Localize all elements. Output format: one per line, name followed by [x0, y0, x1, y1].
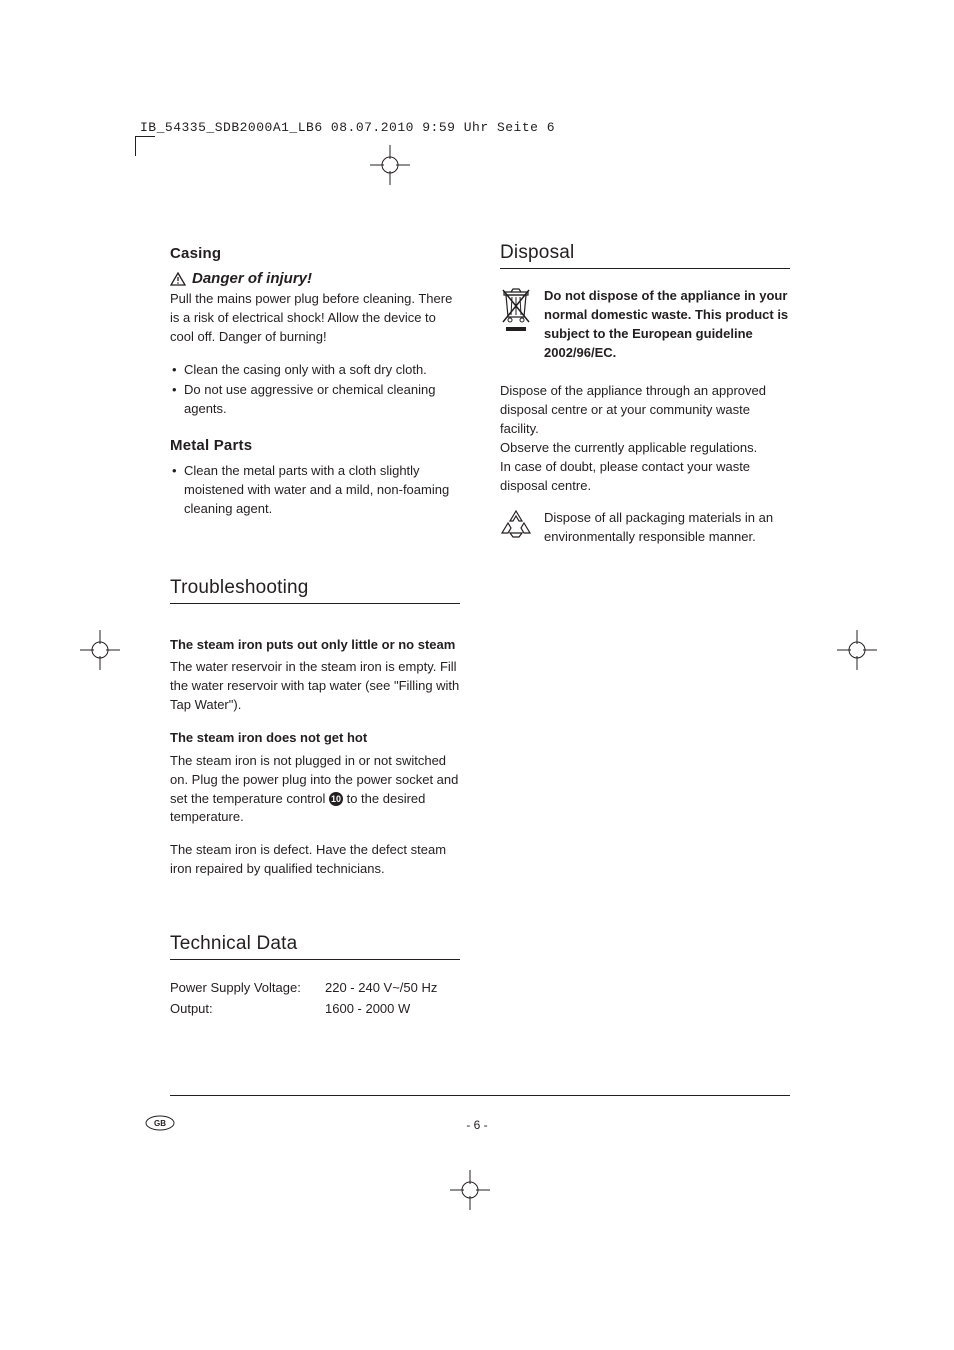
page-number: - 6 - — [0, 1118, 954, 1132]
registration-mark-icon — [837, 630, 877, 670]
weee-block: Do not dispose of the appliance in your … — [500, 287, 790, 366]
list-item: Do not use aggressive or chemical cleani… — [170, 381, 460, 419]
troubleshooting-heading: Troubleshooting — [170, 577, 460, 604]
trouble-item-heading: The steam iron does not get hot — [170, 729, 460, 748]
trouble-item-body: The water reservoir in the steam iron is… — [170, 658, 460, 715]
registration-mark-icon — [450, 1170, 490, 1210]
weee-bin-icon — [500, 287, 532, 335]
trouble-item-body: The steam iron is not plugged in or not … — [170, 752, 460, 827]
warning-triangle-icon — [170, 272, 186, 286]
weee-text: Do not dispose of the appliance in your … — [544, 287, 790, 362]
metal-heading: Metal Parts — [170, 437, 460, 454]
tech-row: Power Supply Voltage: 220 - 240 V~/50 Hz — [170, 978, 460, 999]
left-column: Casing Danger of injury! Pull the mains … — [170, 245, 460, 1019]
casing-bullets: Clean the casing only with a soft dry cl… — [170, 361, 460, 420]
warning-label: Danger of injury! — [192, 270, 312, 287]
disposal-heading: Disposal — [500, 242, 790, 269]
trouble-item-heading: The steam iron puts out only little or n… — [170, 636, 460, 655]
control-number-icon: 10 — [329, 792, 343, 806]
recycle-text: Dispose of all packaging materials in an… — [544, 509, 790, 547]
footer-rule — [170, 1095, 790, 1096]
tech-label: Power Supply Voltage: — [170, 978, 325, 999]
registration-mark-icon — [370, 145, 410, 185]
tech-label: Output: — [170, 999, 325, 1020]
tech-row: Output: 1600 - 2000 W — [170, 999, 460, 1020]
list-item: Clean the casing only with a soft dry cl… — [170, 361, 460, 380]
tech-value: 220 - 240 V~/50 Hz — [325, 978, 437, 999]
warning-line: Danger of injury! — [170, 270, 460, 287]
print-header: IB_54335_SDB2000A1_LB6 08.07.2010 9:59 U… — [140, 120, 820, 141]
recycle-icon — [500, 509, 532, 539]
metal-bullets: Clean the metal parts with a cloth sligh… — [170, 462, 460, 519]
disposal-body: In case of doubt, please contact your wa… — [500, 458, 790, 496]
right-column: Disposal Do not dispose of the appl — [500, 245, 790, 1019]
recycle-block: Dispose of all packaging materials in an… — [500, 509, 790, 547]
list-item: Clean the metal parts with a cloth sligh… — [170, 462, 460, 519]
trouble-item-body: The steam iron is defect. Have the defec… — [170, 841, 460, 879]
page-content: Casing Danger of injury! Pull the mains … — [170, 245, 790, 1019]
technical-data-heading: Technical Data — [170, 933, 460, 960]
registration-mark-icon — [80, 630, 120, 670]
disposal-body: Dispose of the appliance through an appr… — [500, 382, 790, 439]
casing-heading: Casing — [170, 245, 460, 262]
disposal-body: Observe the currently applicable regulat… — [500, 439, 790, 458]
tech-value: 1600 - 2000 W — [325, 999, 410, 1020]
header-text: IB_54335_SDB2000A1_LB6 08.07.2010 9:59 U… — [140, 120, 820, 135]
warning-body: Pull the mains power plug before cleanin… — [170, 290, 460, 347]
